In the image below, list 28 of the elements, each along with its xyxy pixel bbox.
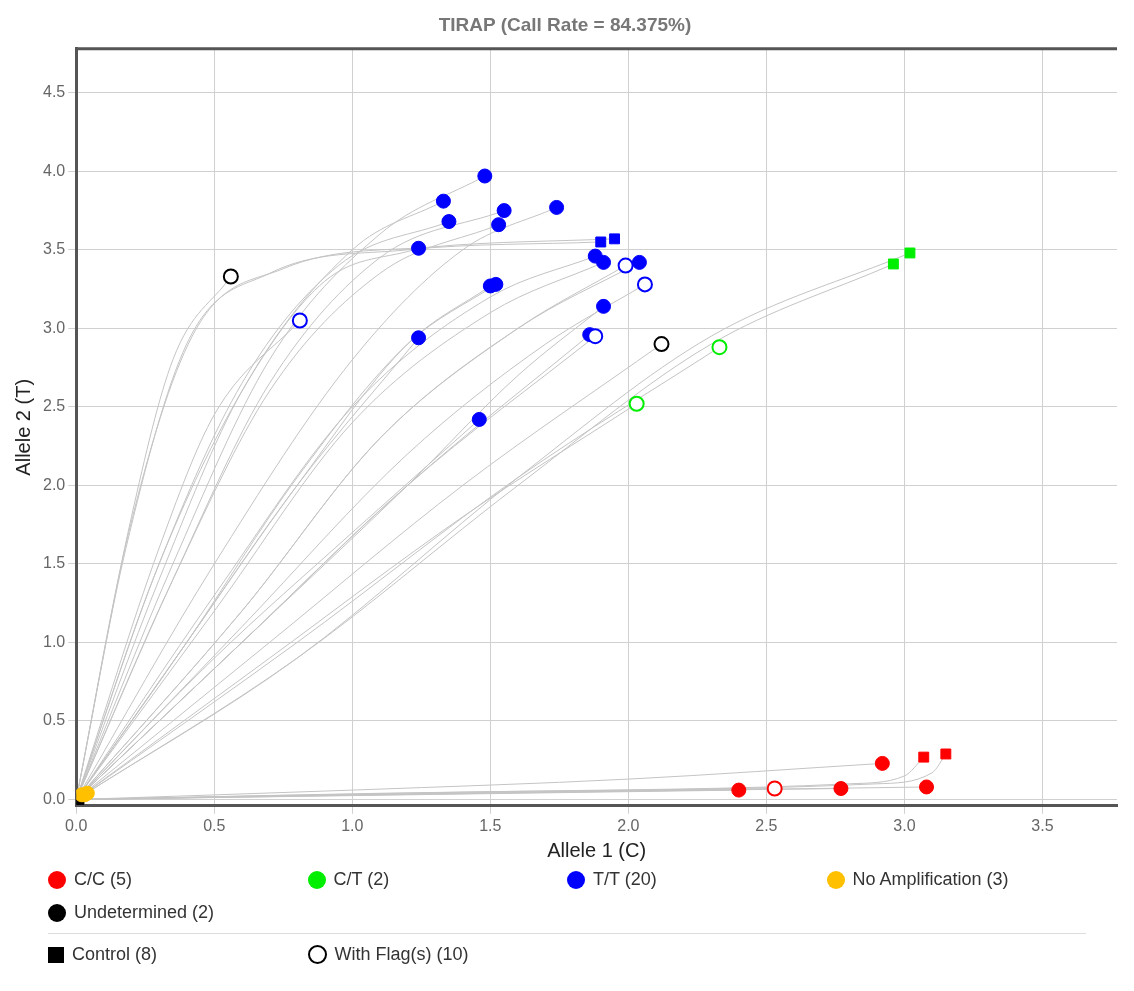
y-axis-title: Allele 2 (T) (11, 378, 34, 476)
y-tick-label: 4.0 (42, 161, 66, 179)
x-tick-label: 0.0 (65, 816, 88, 834)
legend-label: No Amplification (3) (852, 869, 1009, 890)
legend-label: With Flag(s) (10) (334, 944, 469, 965)
y-tick-label: 4.5 (42, 83, 66, 101)
legend-label: T/T (20) (593, 869, 657, 890)
legend-label: C/T (2) (333, 869, 390, 890)
x-tick-label: 1.0 (341, 816, 364, 834)
y-tick-label: 2.0 (42, 475, 66, 493)
y-tick-label: 3.0 (42, 318, 66, 336)
x-tick-label: 1.5 (479, 816, 502, 834)
y-tick-label: 1.5 (42, 554, 66, 572)
y-tick-label: 0.0 (42, 789, 66, 807)
x-tick-label: 2.0 (617, 816, 640, 834)
x-tick-label: 2.5 (755, 816, 778, 834)
legend-label: Control (8) (72, 944, 158, 965)
legend-label: Undetermined (2) (74, 902, 215, 923)
x-tick-label: 3.0 (893, 816, 916, 834)
x-axis-title: Allele 1 (C) (547, 838, 647, 861)
x-tick-label: 3.5 (1031, 816, 1054, 834)
chart-title: TIRAP (Call Rate = 84.375%) (438, 13, 692, 35)
y-tick-label: 3.5 (42, 240, 66, 258)
y-tick-label: 2.5 (42, 397, 66, 415)
x-tick-label: 0.5 (203, 816, 226, 834)
y-tick-label: 0.5 (42, 711, 66, 729)
y-tick-label: 1.0 (42, 632, 66, 650)
legend-label: C/C (5) (74, 869, 132, 890)
